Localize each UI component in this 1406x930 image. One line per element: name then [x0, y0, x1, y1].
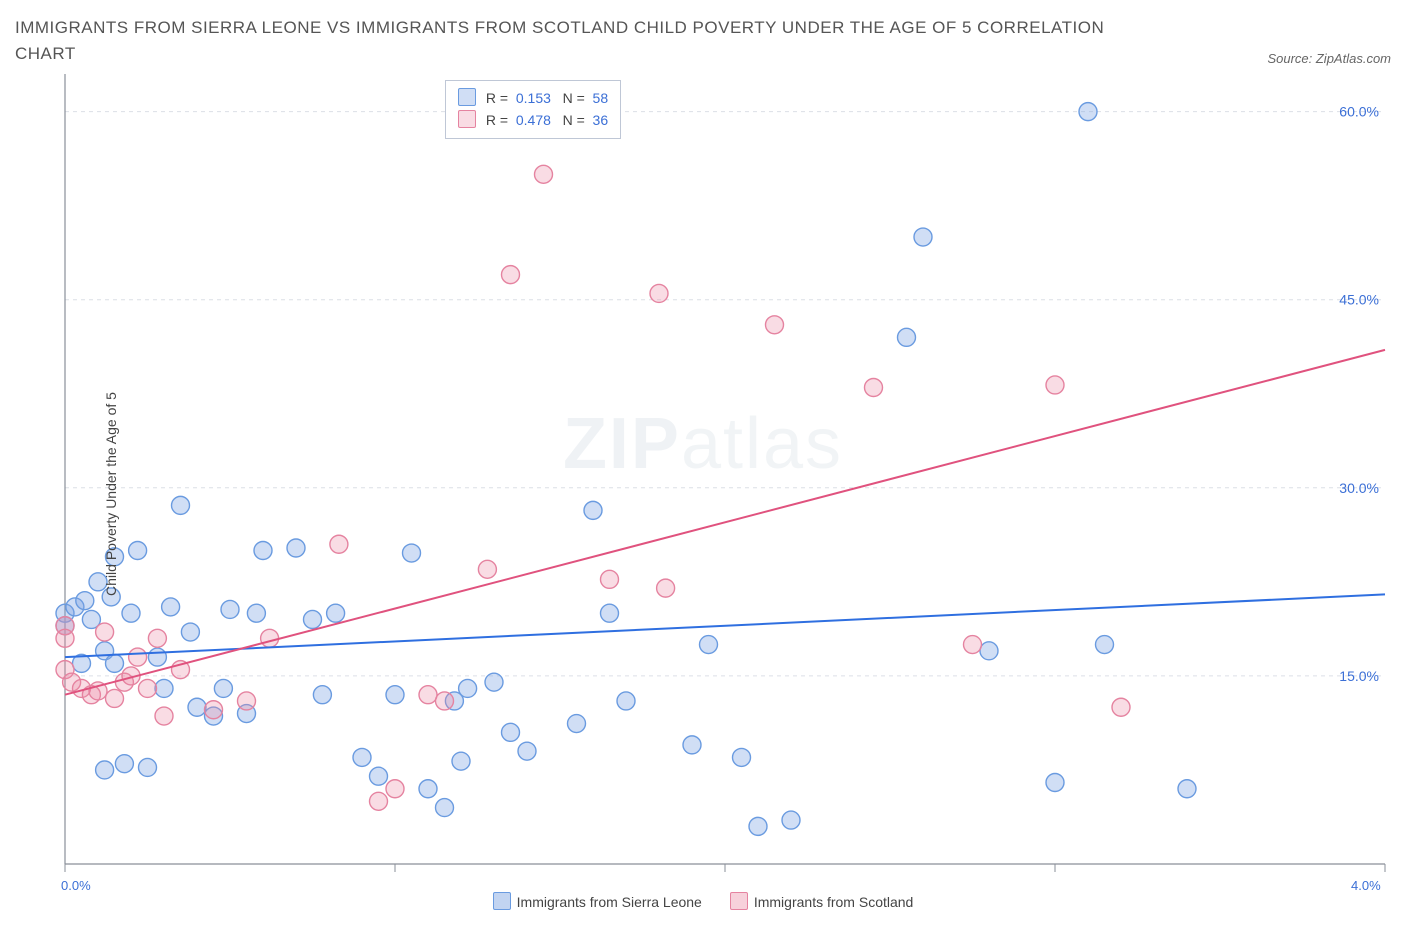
series-legend: Immigrants from Sierra Leone Immigrants …: [15, 892, 1391, 910]
svg-text:15.0%: 15.0%: [1339, 668, 1379, 684]
scatter-chart: 15.0% 30.0% 45.0% 60.0%: [15, 74, 1391, 914]
correlation-legend: R = 0.153 N = 58 R = 0.478 N = 36: [445, 80, 621, 139]
y-axis-title: Child Poverty Under the Age of 5: [103, 392, 119, 596]
chart-container: Child Poverty Under the Age of 5 ZIPatla…: [15, 74, 1391, 914]
legend-item: Immigrants from Sierra Leone: [493, 892, 702, 910]
legend-item: Immigrants from Scotland: [730, 892, 914, 910]
legend-row: R = 0.153 N = 58: [458, 87, 608, 109]
svg-text:30.0%: 30.0%: [1339, 480, 1379, 496]
svg-text:45.0%: 45.0%: [1339, 292, 1379, 308]
source-credit: Source: ZipAtlas.com: [1267, 51, 1391, 66]
x-axis-min-label: 0.0%: [61, 878, 91, 893]
svg-text:60.0%: 60.0%: [1339, 104, 1379, 120]
chart-title: IMMIGRANTS FROM SIERRA LEONE VS IMMIGRAN…: [15, 15, 1115, 66]
legend-row: R = 0.478 N = 36: [458, 109, 608, 131]
x-axis-max-label: 4.0%: [1351, 878, 1381, 893]
